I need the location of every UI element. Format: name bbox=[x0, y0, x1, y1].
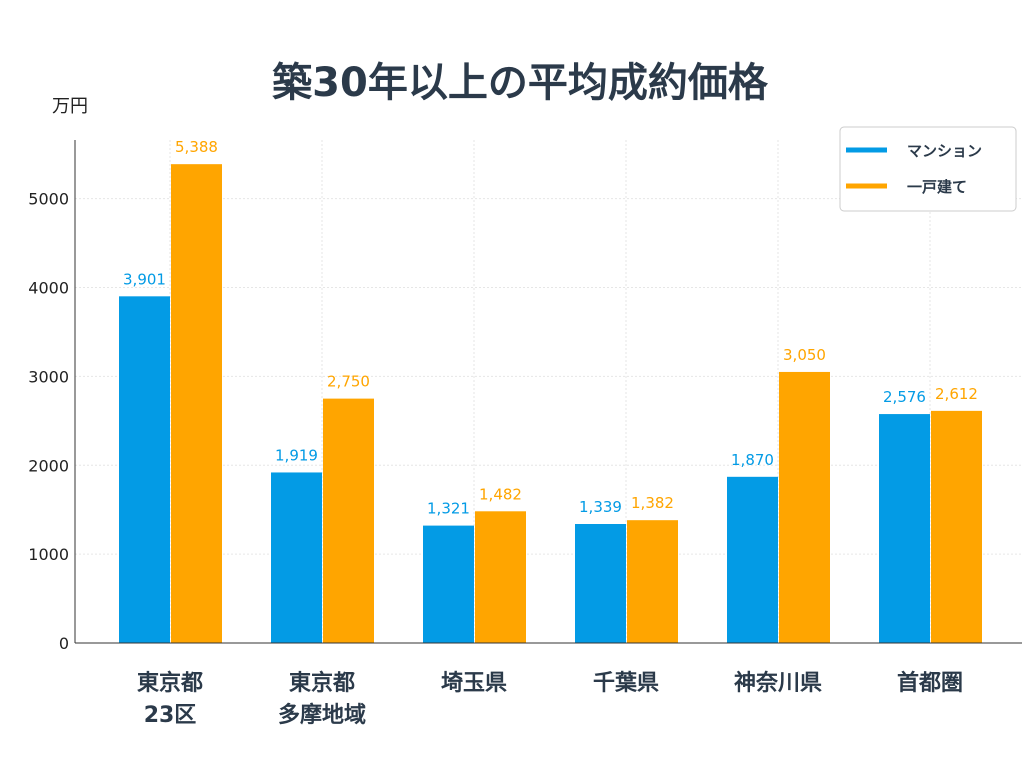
y-tick-label: 2000 bbox=[28, 456, 69, 475]
bar bbox=[475, 511, 526, 643]
bar bbox=[931, 410, 982, 643]
x-tick-label: 首都圏 bbox=[897, 670, 963, 696]
data-label: 3,050 bbox=[783, 346, 826, 364]
bar bbox=[271, 472, 322, 643]
bar bbox=[727, 476, 778, 643]
data-label: 1,482 bbox=[479, 485, 522, 503]
x-tick-label: 埼玉県 bbox=[441, 671, 507, 696]
bar bbox=[423, 525, 474, 643]
bar bbox=[119, 296, 170, 643]
data-label: 2,750 bbox=[327, 373, 370, 391]
legend-label: 一戸建て bbox=[907, 178, 967, 196]
y-tick-label: 0 bbox=[59, 634, 69, 653]
data-label: 2,612 bbox=[935, 385, 978, 403]
y-tick-label: 1000 bbox=[28, 545, 69, 564]
data-label: 2,576 bbox=[883, 388, 926, 406]
data-label: 1,321 bbox=[427, 500, 470, 518]
y-tick-label: 3000 bbox=[28, 367, 69, 386]
data-label: 3,901 bbox=[123, 270, 166, 288]
bar bbox=[575, 524, 626, 643]
y-tick-label: 5000 bbox=[28, 190, 69, 209]
x-tick-label: 神奈川県 bbox=[734, 670, 822, 696]
x-tick-label: 多摩地域 bbox=[278, 702, 366, 728]
bar bbox=[879, 414, 930, 643]
data-label: 1,870 bbox=[731, 451, 774, 469]
legend-label: マンション bbox=[907, 142, 982, 160]
x-tick-label: 千葉県 bbox=[593, 671, 659, 696]
y-axis-label: 万円 bbox=[52, 96, 88, 117]
x-tick-label: 東京都 bbox=[137, 670, 203, 696]
bar bbox=[779, 371, 830, 643]
x-tick-label: 東京都 bbox=[289, 670, 355, 696]
bar bbox=[171, 164, 222, 644]
bar bbox=[627, 520, 678, 643]
data-label: 1,339 bbox=[579, 498, 622, 516]
data-label: 5,388 bbox=[175, 138, 218, 156]
x-tick-label: 23区 bbox=[144, 703, 197, 728]
y-tick-label: 4000 bbox=[28, 279, 69, 298]
legend-box bbox=[839, 126, 1017, 212]
bar bbox=[323, 398, 374, 643]
chart-title: 築30年以上の平均成約価格 bbox=[272, 60, 769, 106]
data-label: 1,382 bbox=[631, 494, 674, 512]
data-label: 1,919 bbox=[275, 446, 318, 464]
